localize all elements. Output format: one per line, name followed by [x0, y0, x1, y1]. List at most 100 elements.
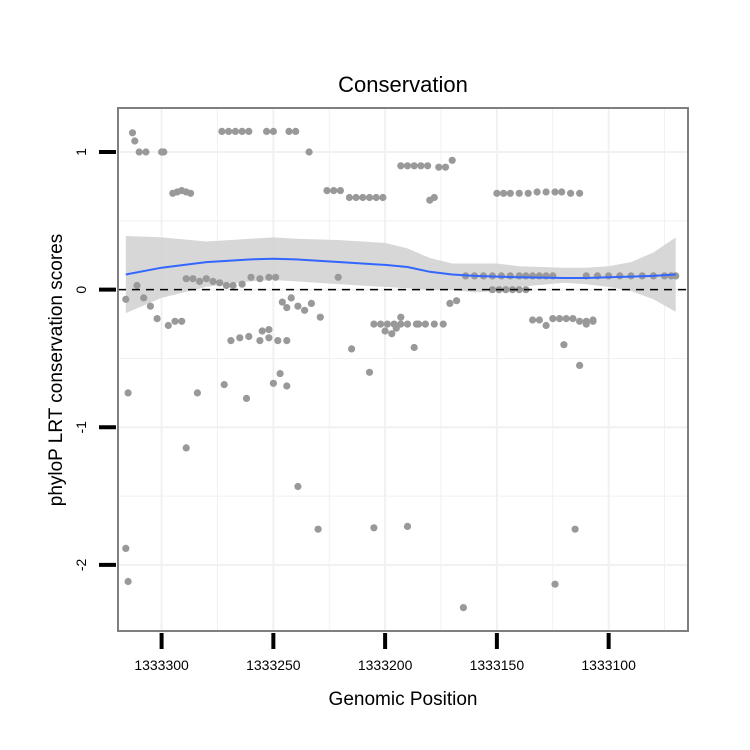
y-tick-label: 0: [73, 286, 89, 294]
data-point: [430, 320, 438, 328]
data-point: [294, 482, 302, 491]
data-point: [131, 137, 139, 145]
x-tick-label: 1333300: [134, 657, 189, 673]
data-point: [576, 189, 584, 197]
data-point: [493, 189, 501, 197]
data-point: [352, 193, 360, 202]
data-point: [502, 286, 510, 294]
data-point: [542, 321, 550, 330]
data-point: [283, 337, 291, 345]
data-point: [187, 189, 195, 197]
data-point: [182, 444, 190, 452]
data-point: [459, 604, 467, 612]
data-point: [383, 320, 391, 328]
data-point: [569, 315, 577, 323]
data-point: [292, 127, 300, 135]
smooth-line: [125, 257, 676, 279]
data-point: [247, 273, 255, 281]
data-point: [245, 332, 253, 341]
data-point: [269, 379, 277, 387]
y-tick-label: -2: [73, 558, 89, 571]
data-point: [265, 273, 273, 281]
data-point: [446, 299, 454, 307]
y-tick-label: -1: [73, 421, 89, 434]
plot-frame: [117, 107, 689, 632]
data-point: [421, 320, 429, 328]
data-point: [146, 302, 154, 310]
x-axis-ticks: 1333300 1333250 1333200 1333150 1333100: [134, 633, 636, 673]
data-point: [222, 281, 230, 290]
data-point: [316, 313, 324, 321]
data-point: [392, 324, 400, 332]
data-point: [515, 189, 523, 197]
data-point: [142, 148, 150, 156]
data-point: [189, 275, 197, 283]
data-point: [672, 272, 680, 280]
data-point: [220, 381, 228, 389]
x-tick-label: 1333100: [581, 657, 636, 673]
data-point: [379, 193, 387, 202]
data-point: [560, 341, 568, 349]
data-point: [410, 162, 418, 170]
data-point: [571, 525, 579, 533]
data-point: [269, 127, 277, 135]
data-point: [515, 286, 523, 294]
data-point: [242, 394, 251, 402]
data-point: [153, 315, 161, 323]
data-point: [236, 334, 244, 342]
data-point: [415, 320, 423, 328]
x-tick-label: 1333200: [358, 657, 413, 673]
data-point: [225, 127, 233, 135]
data-point: [515, 272, 523, 280]
data-point: [397, 162, 405, 170]
data-point: [193, 389, 201, 397]
data-point: [448, 156, 456, 164]
data-point: [276, 370, 284, 378]
data-point: [605, 272, 613, 280]
data-point: [417, 162, 425, 170]
data-point: [506, 272, 514, 280]
data-point: [576, 317, 584, 325]
data-point: [576, 361, 584, 369]
data-point: [238, 127, 246, 135]
data-point: [345, 193, 353, 202]
data-point: [263, 127, 271, 135]
y-axis-label: phyloP LRT conservation scores: [46, 234, 67, 507]
x-tick-label: 1333250: [246, 657, 301, 673]
data-point: [128, 129, 137, 137]
data-point: [133, 281, 141, 290]
data-point: [410, 343, 418, 352]
data-point: [403, 320, 412, 328]
data-point: [294, 302, 302, 310]
data-point: [535, 316, 544, 324]
data-point: [336, 187, 344, 195]
x-tick-label: 1333150: [470, 657, 525, 673]
data-point: [359, 193, 367, 202]
data-point: [330, 187, 338, 195]
confidence-band-area: [125, 236, 676, 314]
data-point: [439, 320, 447, 328]
data-point: [122, 295, 130, 303]
data-point: [305, 148, 313, 156]
data-point: [365, 193, 374, 202]
data-point: [124, 577, 132, 586]
data-point: [209, 277, 217, 285]
grid: [118, 108, 688, 631]
data-point: [500, 189, 508, 197]
data-point: [307, 299, 315, 307]
data-point: [348, 345, 356, 353]
data-point: [551, 188, 559, 196]
data-point: [265, 334, 273, 342]
data-point: [227, 337, 235, 345]
data-point: [567, 189, 575, 197]
data-point: [529, 316, 537, 324]
data-point: [549, 315, 557, 323]
data-point: [542, 188, 550, 196]
data-point: [441, 163, 450, 171]
data-points: [122, 127, 680, 612]
chart-title: Conservation: [338, 72, 468, 97]
data-point: [555, 315, 564, 323]
data-point: [178, 317, 186, 325]
y-axis-ticks: -2 -1 0 1: [73, 148, 116, 571]
y-tick-label: 1: [73, 148, 89, 156]
